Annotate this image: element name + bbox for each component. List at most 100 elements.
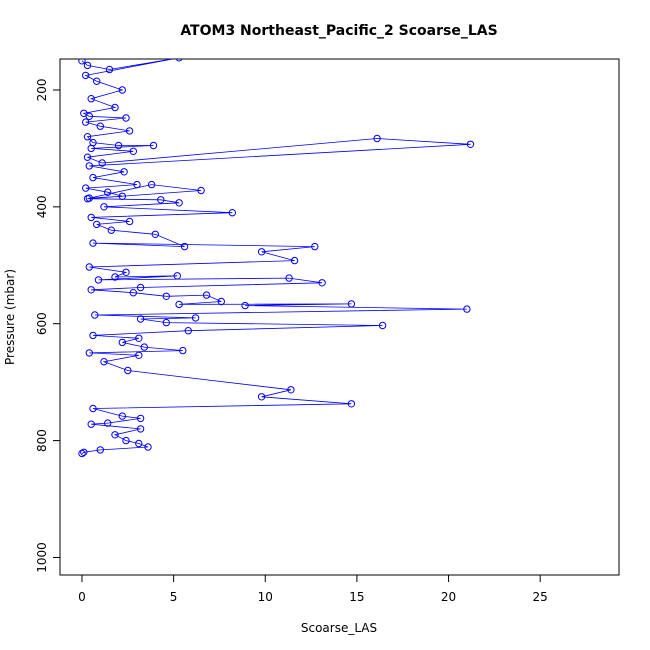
data-point bbox=[85, 162, 94, 170]
data-point bbox=[80, 448, 88, 456]
data-point bbox=[179, 346, 187, 355]
data-point bbox=[180, 242, 189, 251]
data-point bbox=[136, 315, 145, 323]
data-point bbox=[290, 256, 299, 265]
x-tick-label: 20 bbox=[441, 590, 456, 604]
x-tick-label: 0 bbox=[78, 590, 86, 604]
data-point bbox=[96, 122, 105, 130]
data-point bbox=[78, 59, 86, 65]
data-point bbox=[136, 425, 145, 433]
data-point bbox=[87, 95, 95, 103]
data-point bbox=[89, 239, 97, 247]
data-point bbox=[104, 188, 112, 196]
x-tick-label: 15 bbox=[349, 590, 364, 604]
axis-ticks: 0 5 10 15 20 25 200 400 600 800 1000 bbox=[35, 79, 548, 604]
data-point bbox=[82, 118, 90, 126]
y-axis-label: Pressure (mbar) bbox=[3, 269, 17, 365]
data-point bbox=[98, 159, 106, 167]
data-point bbox=[217, 297, 226, 306]
data-point bbox=[105, 65, 114, 74]
data-point bbox=[93, 77, 101, 85]
data-point bbox=[162, 318, 171, 327]
data-point bbox=[78, 449, 86, 458]
data-point bbox=[104, 419, 112, 427]
data-point bbox=[133, 180, 141, 189]
data-point bbox=[173, 272, 182, 280]
data-point bbox=[311, 242, 319, 251]
data-point bbox=[241, 301, 249, 310]
data-point bbox=[100, 358, 108, 366]
data-point bbox=[89, 331, 97, 340]
data-point bbox=[118, 192, 127, 201]
data-point bbox=[191, 314, 200, 322]
data-point bbox=[118, 86, 127, 94]
data-point bbox=[85, 349, 94, 357]
data-point bbox=[135, 334, 143, 342]
data-point bbox=[87, 286, 95, 294]
data-point bbox=[373, 134, 381, 143]
data-point bbox=[257, 393, 266, 401]
data-point bbox=[175, 59, 183, 62]
chart-title: ATOM3 Northeast_Pacific_2 Scoarse_LAS bbox=[180, 23, 497, 39]
data-point bbox=[175, 300, 183, 309]
data-point bbox=[122, 268, 130, 276]
data-point bbox=[83, 61, 92, 70]
data-point bbox=[122, 436, 130, 445]
data-point bbox=[122, 114, 130, 122]
data-point bbox=[162, 292, 171, 300]
data-point bbox=[89, 173, 97, 182]
data-point bbox=[120, 168, 128, 176]
data-point bbox=[93, 220, 101, 229]
data-point bbox=[94, 276, 103, 284]
data-point bbox=[347, 400, 356, 408]
data-point bbox=[135, 351, 143, 359]
data-point bbox=[87, 420, 95, 428]
data-point bbox=[129, 147, 138, 156]
data-point bbox=[80, 109, 88, 118]
data-point bbox=[318, 279, 326, 287]
data-point bbox=[85, 112, 94, 121]
data-point bbox=[140, 343, 149, 351]
data-point bbox=[144, 443, 152, 451]
data-point bbox=[463, 305, 471, 313]
data-point bbox=[118, 412, 127, 420]
x-axis-label: Scoarse_LAS bbox=[301, 621, 377, 635]
data-point bbox=[83, 153, 92, 161]
data-point bbox=[257, 248, 266, 256]
data-point bbox=[125, 217, 134, 226]
data-point bbox=[147, 180, 156, 189]
data-point bbox=[87, 213, 95, 222]
y-tick-label: 600 bbox=[35, 312, 49, 335]
plot-frame bbox=[59, 58, 620, 576]
y-tick-label: 1000 bbox=[35, 542, 49, 573]
data-point bbox=[175, 199, 183, 207]
data-point bbox=[111, 431, 119, 439]
data-point bbox=[378, 321, 387, 330]
data-point bbox=[91, 311, 99, 319]
data-point bbox=[83, 133, 92, 141]
data-point bbox=[107, 226, 116, 234]
data-series bbox=[78, 59, 475, 458]
data-point bbox=[114, 141, 123, 150]
y-tick-label: 400 bbox=[35, 195, 49, 218]
data-point bbox=[347, 300, 356, 308]
data-point bbox=[111, 273, 119, 281]
data-point bbox=[184, 327, 193, 335]
data-point bbox=[96, 446, 105, 454]
data-point bbox=[111, 103, 119, 112]
data-point bbox=[87, 144, 95, 153]
data-point bbox=[85, 263, 94, 271]
data-point bbox=[285, 274, 293, 282]
data-point bbox=[149, 141, 158, 150]
data-point bbox=[129, 289, 138, 297]
data-point bbox=[82, 184, 90, 192]
data-point bbox=[287, 386, 295, 394]
x-tick-label: 25 bbox=[533, 590, 548, 604]
data-point bbox=[135, 439, 143, 448]
series-line bbox=[81, 59, 471, 454]
data-point bbox=[89, 404, 97, 413]
data-point bbox=[202, 291, 211, 299]
y-tick-label: 800 bbox=[35, 429, 49, 452]
x-tick-label: 10 bbox=[258, 590, 273, 604]
